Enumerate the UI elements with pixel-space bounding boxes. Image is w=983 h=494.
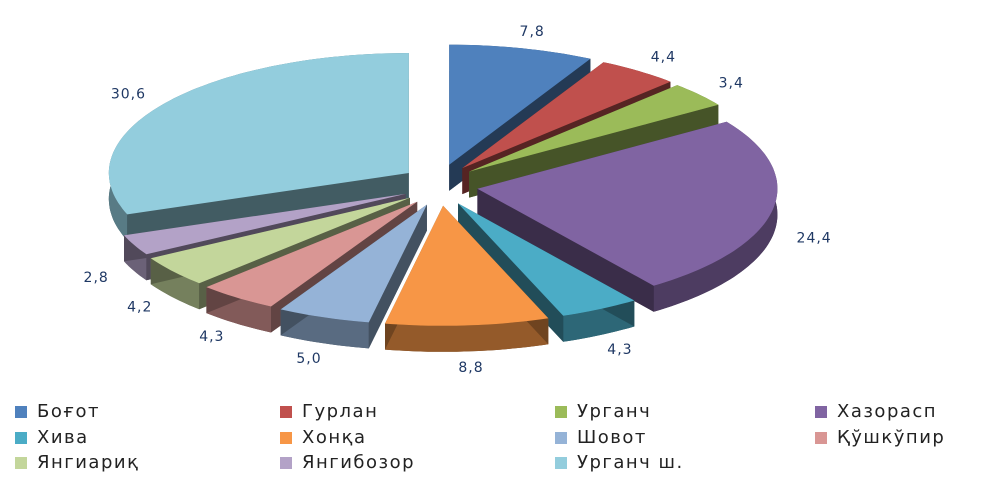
slice <box>458 203 635 316</box>
value-label: 2,8 <box>84 270 109 286</box>
value-label: 4,2 <box>127 300 152 316</box>
slice-edge <box>477 188 654 312</box>
legend-label: Гурлан <box>302 401 378 422</box>
slice <box>462 62 671 169</box>
legend-swatch <box>555 432 567 444</box>
legend-label: Шовот <box>577 427 647 448</box>
slice <box>469 85 719 172</box>
value-label: 30,6 <box>111 87 146 103</box>
legend: Боғот Гурлан Урганч Хазорасп Хива Хонқа Шовот Қ… <box>15 401 945 473</box>
value-label: 4,3 <box>607 342 632 358</box>
slice <box>385 205 549 326</box>
value-labels: 7,8 4,4 3,4 24,4 4,3 8,8 5,0 4,3 4,2 2,8 30,6 <box>84 24 832 376</box>
slice-sides <box>108 44 778 352</box>
slice-side <box>385 205 549 352</box>
legend-swatch <box>815 432 827 444</box>
slice <box>449 44 591 165</box>
legend-label: Урганч <box>577 401 651 422</box>
legend-label: Боғот <box>37 401 100 422</box>
legend-swatch <box>280 406 292 418</box>
slice <box>206 201 418 307</box>
value-label: 4,4 <box>651 49 676 65</box>
legend-swatch <box>280 457 292 469</box>
slice-side <box>477 121 778 312</box>
legend-swatch <box>15 406 27 418</box>
legend-swatch <box>280 432 292 444</box>
value-label: 4,3 <box>199 329 224 345</box>
slice <box>280 204 427 323</box>
slice-wall <box>385 318 549 352</box>
value-label: 5,0 <box>296 351 321 367</box>
legend-swatch <box>555 457 567 469</box>
legend-swatch <box>15 457 27 469</box>
slice-wall <box>653 121 778 312</box>
legend-label: Урганч ш. <box>577 452 684 473</box>
slice-side <box>108 53 409 241</box>
slice-edge <box>127 173 409 241</box>
slice <box>108 53 409 215</box>
value-label: 8,8 <box>458 360 483 376</box>
value-label: 24,4 <box>797 231 832 247</box>
legend-label: Хонқа <box>302 427 367 448</box>
slice-edge <box>124 193 406 262</box>
slice <box>124 193 406 255</box>
slice-side <box>280 204 427 349</box>
value-label: 3,4 <box>719 76 744 92</box>
legend-label: Хива <box>37 427 89 448</box>
slice <box>150 197 411 284</box>
legend-label: Янгиариқ <box>37 452 139 473</box>
value-label: 7,8 <box>520 24 545 40</box>
legend-swatch <box>15 432 27 444</box>
legend-label: Янгибозор <box>302 452 415 473</box>
legend-swatch <box>815 406 827 418</box>
slice <box>477 121 778 286</box>
legend-swatch <box>555 406 567 418</box>
legend-label: Хазорасп <box>837 401 937 422</box>
legend-label: Қўшкўпир <box>837 427 945 448</box>
